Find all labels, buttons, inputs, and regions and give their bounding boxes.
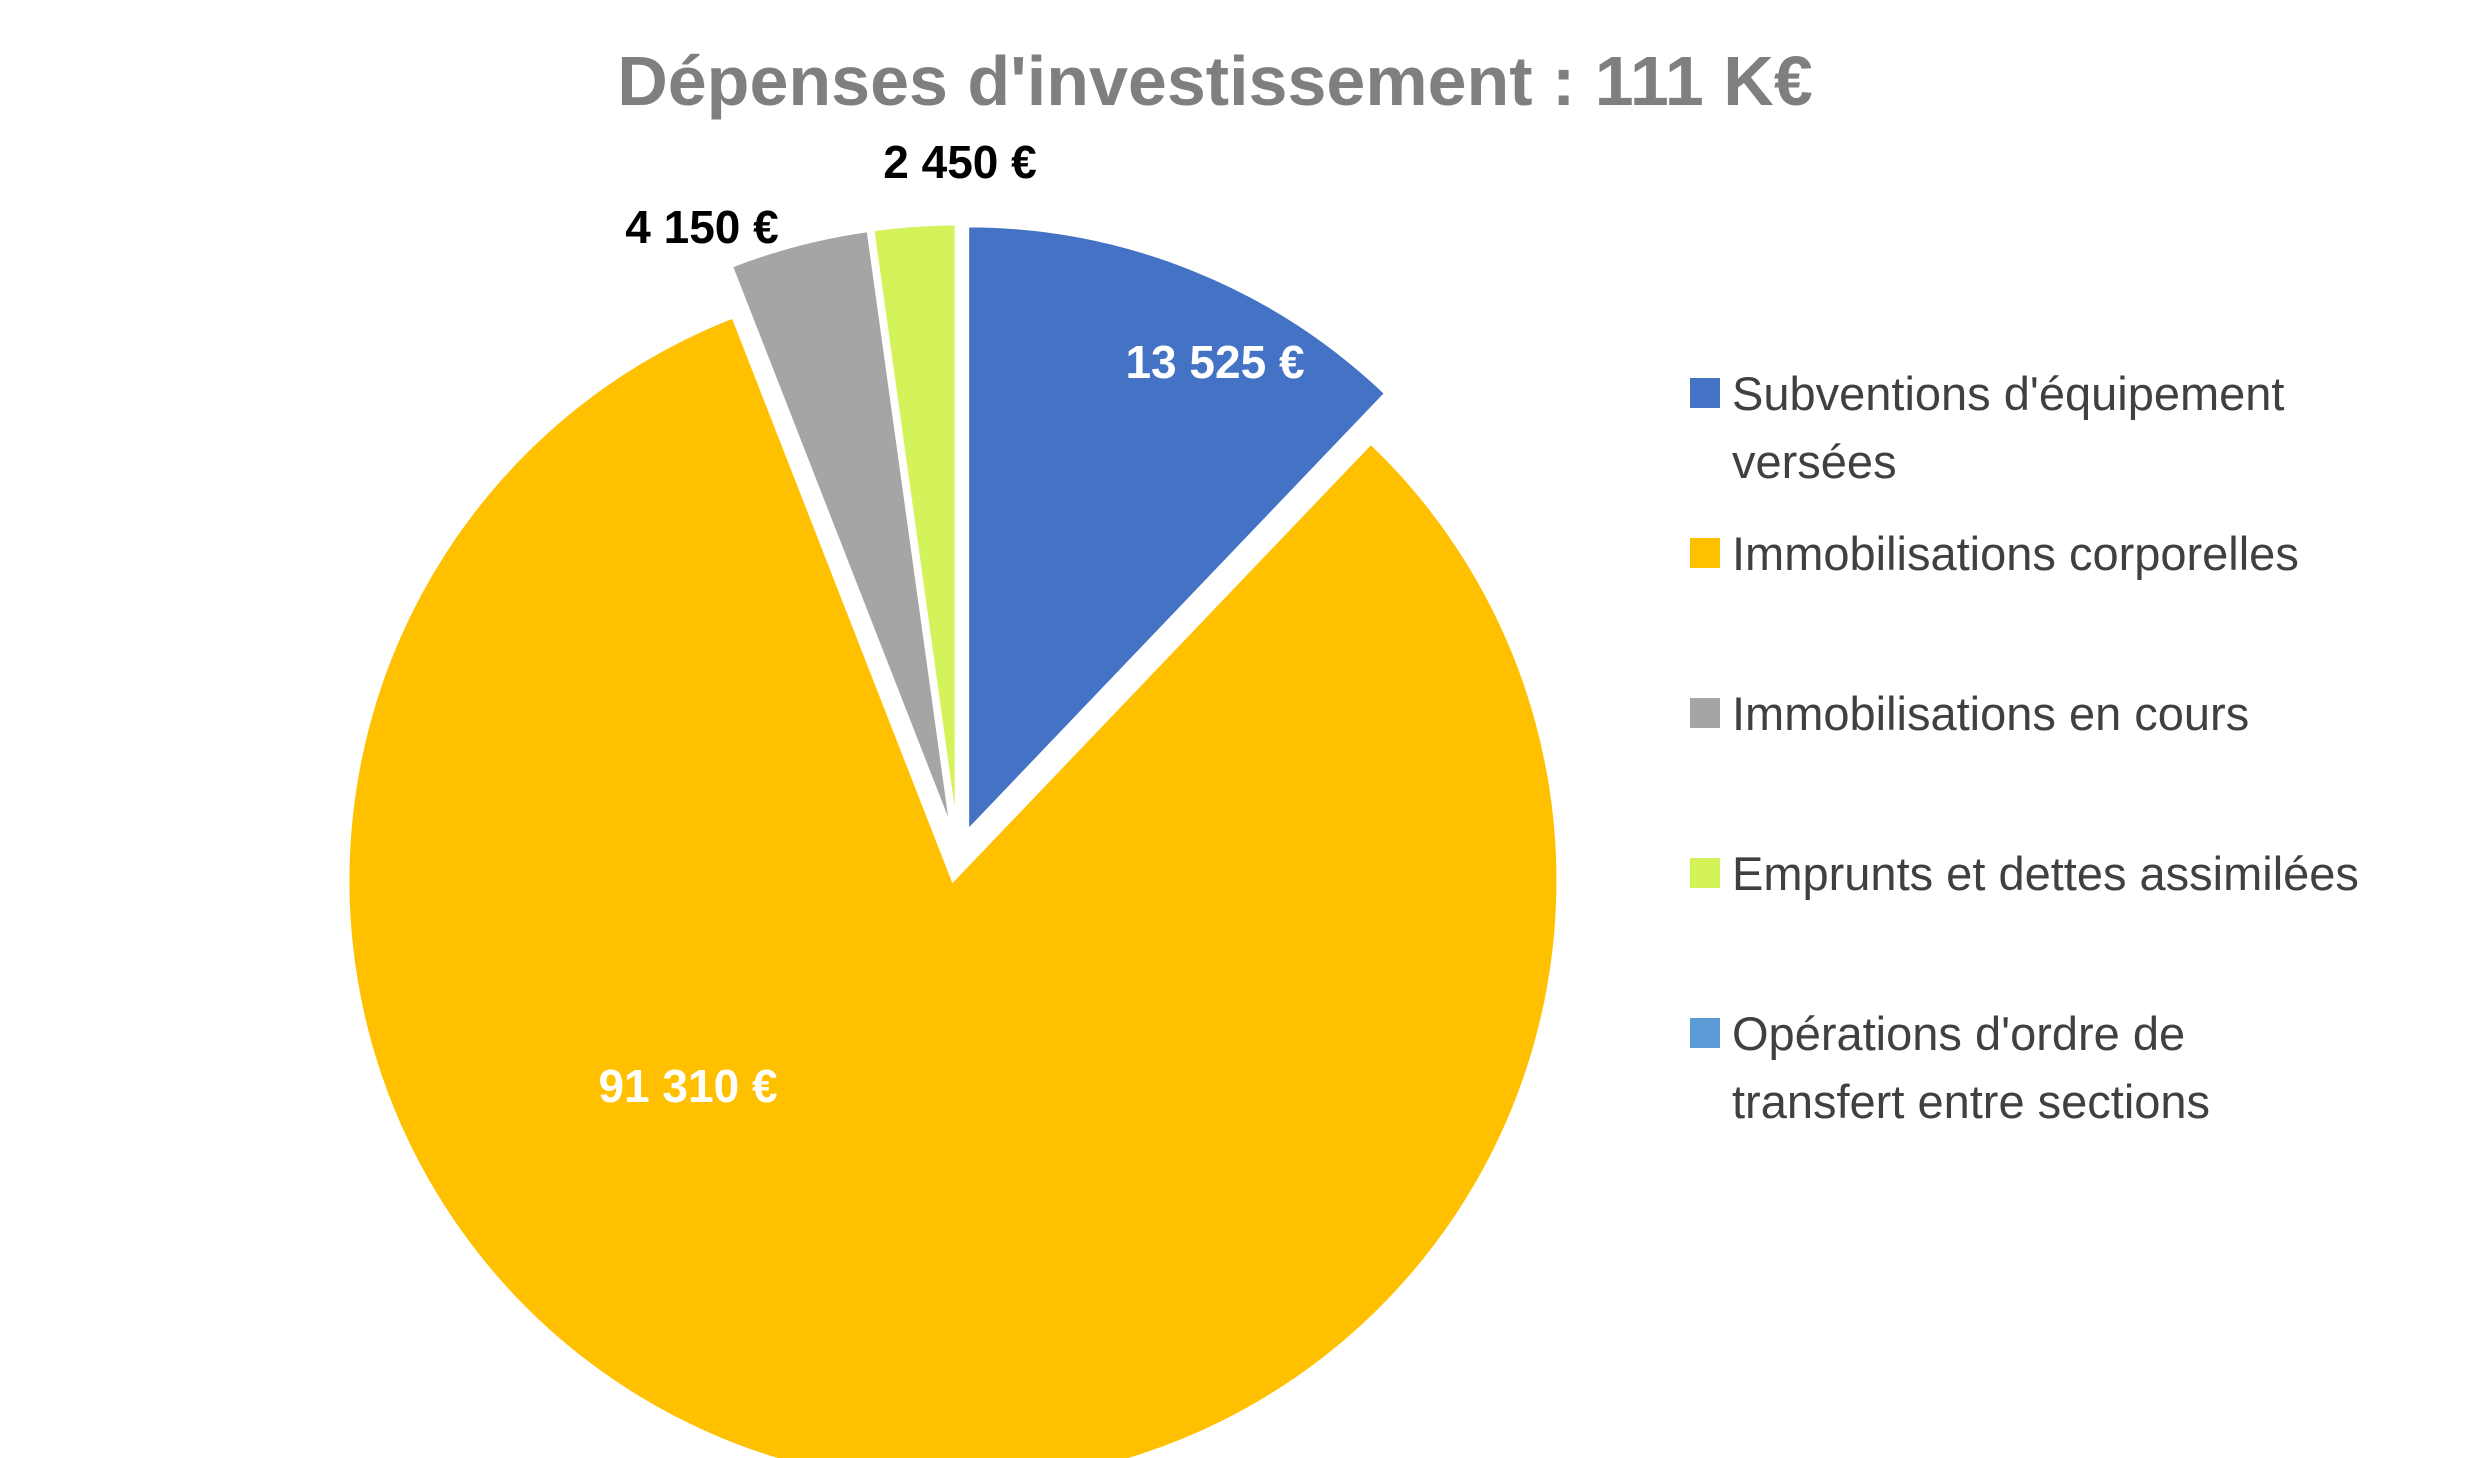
legend-label-3-line-1: Immobilisations en cours [1732,687,2249,740]
legend-label-1-line-1: Subventions d'équipement [1732,367,2284,420]
data-label-2: 91 310 € [598,1060,777,1112]
pie-slice-1 [966,224,1388,835]
legend-label-5-line-2: transfert entre sections [1732,1075,2210,1128]
legend-swatch-4 [1690,858,1720,888]
legend-swatch-5 [1690,1018,1720,1048]
legend: Subventions d'équipement versées Immobilis… [1690,367,2359,1128]
legend-swatch-3 [1690,698,1720,728]
data-labels: 13 525 € 91 310 € 4 150 € 2 450 € [598,136,1304,1112]
pie-slice-2 [346,314,1560,1458]
pie-slice-3 [729,228,953,831]
data-label-4: 2 450 € [883,136,1036,188]
legend-swatch-1 [1690,378,1720,408]
pie-slice-4 [871,222,958,830]
pie-slices [346,222,1560,1458]
chart-title: Dépenses d'investissement : 111 K€ [617,42,1813,120]
legend-label-4-line-1: Emprunts et dettes assimilées [1732,847,2359,900]
legend-label-2-line-1: Immobilisations corporelles [1732,527,2299,580]
legend-label-5-line-1: Opérations d'ordre de [1732,1007,2185,1060]
data-label-3: 4 150 € [625,201,778,253]
legend-swatch-2 [1690,538,1720,568]
legend-label-1-line-2: versées [1732,435,1897,488]
data-label-1: 13 525 € [1125,336,1304,388]
